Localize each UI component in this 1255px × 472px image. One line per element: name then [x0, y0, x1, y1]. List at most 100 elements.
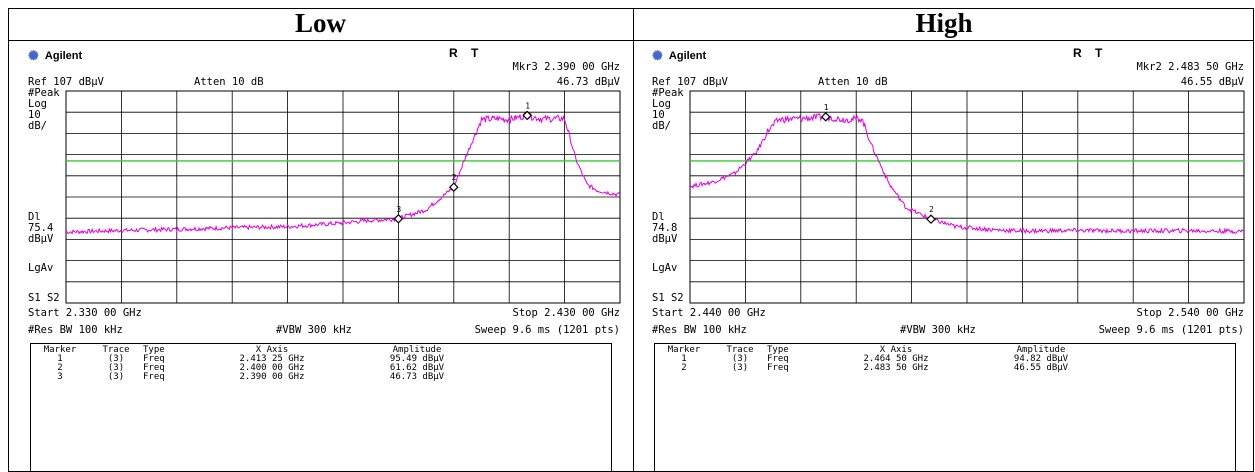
sweep: Sweep 9.6 ms (1201 pts)	[474, 324, 620, 336]
table-cell: 3	[57, 372, 63, 382]
table-cell: (3)	[731, 363, 749, 373]
sweep: Sweep 9.6 ms (1201 pts)	[1098, 324, 1244, 336]
ref-level: Ref 107 dBµV	[28, 76, 104, 88]
column-header: Trace	[726, 345, 754, 355]
table-row: 1 (3) Freq 2.464 50 GHz 94.82 dBµV	[655, 355, 1235, 364]
column-header: Amplitude	[392, 345, 442, 355]
status-rt: R T	[449, 46, 479, 60]
scale-label: 10	[652, 109, 665, 121]
display-line-label: dBµV	[28, 233, 54, 245]
marker-readout-value: 46.55 dBµV	[1180, 76, 1244, 88]
table-row: 2 (3) Freq 2.400 00 GHz 61.62 dBµV	[31, 364, 611, 373]
display-line-label: Dl	[652, 211, 665, 223]
agilent-logo: ✺ Agilent	[652, 48, 706, 64]
res-bw: #Res BW 100 kHz	[652, 324, 747, 336]
table-cell: 2.400 00 GHz	[239, 363, 305, 373]
display-line-label: 74.8	[652, 222, 678, 234]
column-header-low: Low	[294, 8, 346, 38]
table-cell: 2	[681, 363, 687, 373]
vbw: #VBW 300 kHz	[276, 324, 352, 336]
header-divider	[8, 40, 1254, 41]
marker-readout-label: Mkr3 2.390 00 GHz	[512, 61, 620, 73]
marker-2	[448, 182, 459, 193]
table-cell: 95.49 dBµV	[389, 354, 445, 364]
table-cell: Freq	[767, 363, 789, 373]
column-header-high: High	[915, 8, 973, 38]
marker-label: 3	[396, 205, 401, 214]
s1s2-label: S1 S2	[28, 292, 60, 304]
display-line-label: Dl	[28, 211, 41, 223]
marker-3	[393, 213, 404, 224]
table-cell: Freq	[143, 372, 165, 382]
lgav-label: LgAv	[28, 262, 54, 274]
analyzer-panel-high: ✺ Agilent R T Mkr2 2.483 50 GHz 46.55 dBµV Re…	[636, 41, 1254, 472]
table-cell: 1	[681, 354, 687, 364]
table-cell: Freq	[143, 354, 165, 364]
lgav-label: LgAv	[652, 262, 678, 274]
table-row: 1 (3) Freq 2.413 25 GHz 95.49 dBµV	[31, 355, 611, 364]
display-line-label: dBµV	[652, 233, 678, 245]
marker-table-header: Marker Trace Type X Axis Amplitude	[655, 346, 1235, 355]
marker-table: Marker Trace Type X Axis Amplitude 1 (3) Freq 2.…	[30, 343, 612, 472]
column-header: X Axis	[879, 345, 913, 355]
res-bw: #Res BW 100 kHz	[28, 324, 123, 336]
attenuation: Atten 10 dB	[818, 76, 888, 88]
table-cell: 2.413 25 GHz	[239, 354, 305, 364]
column-header: Trace	[102, 345, 130, 355]
table-cell: 46.73 dBµV	[389, 372, 445, 382]
table-cell: Freq	[143, 363, 165, 373]
column-header: Marker	[43, 345, 77, 355]
marker-2	[926, 214, 936, 225]
s1s2-label: S1 S2	[652, 292, 684, 304]
table-cell: (3)	[107, 363, 125, 373]
marker-table: Marker Trace Type X Axis Amplitude 1 (3) Freq 2.…	[654, 343, 1236, 472]
marker-readout-value: 46.73 dBµV	[556, 76, 620, 88]
brand-name: Agilent	[668, 50, 707, 62]
scale-label: dB/	[652, 120, 671, 132]
stop-frequency: Stop 2.430 00 GHz	[512, 307, 620, 319]
display-line-label: 75.4	[28, 222, 54, 234]
analyzer-panel-low: ✺ Agilent R T Mkr3 2.390 00 GHz 46.73 dBµV Re…	[12, 41, 630, 472]
table-cell: 1	[57, 354, 63, 364]
marker-label: 1	[525, 101, 530, 110]
table-cell: 2	[57, 363, 63, 373]
table-row: 2 (3) Freq 2.483 50 GHz 46.55 dBµV	[655, 364, 1235, 373]
table-cell: 61.62 dBµV	[389, 363, 445, 373]
column-header: Amplitude	[1016, 345, 1066, 355]
spectrum-trace	[689, 113, 1245, 235]
table-cell: (3)	[107, 372, 125, 382]
agilent-logo: ✺ Agilent	[28, 48, 82, 64]
start-frequency: Start 2.440 00 GHz	[652, 307, 766, 319]
spectrum-plot: 1 2 3	[65, 90, 621, 304]
table-cell: 2.483 50 GHz	[863, 363, 929, 373]
status-rt: R T	[1073, 46, 1103, 60]
table-row: 3 (3) Freq 2.390 00 GHz 46.73 dBµV	[31, 373, 611, 382]
spectrum-plot: 12	[689, 90, 1245, 304]
starburst-icon: ✺	[28, 48, 39, 63]
column-divider	[633, 8, 634, 472]
scale-label: #Peak	[28, 87, 60, 99]
column-header: Type	[143, 345, 165, 355]
scale-label: dB/	[28, 120, 47, 132]
comparison-table: Low High ✺ Agilent R T Mkr3 2.390 00 GHz 46.…	[8, 0, 1254, 472]
table-cell: 2.464 50 GHz	[863, 354, 929, 364]
marker-table-header: Marker Trace Type X Axis Amplitude	[31, 346, 611, 355]
table-cell: (3)	[107, 354, 125, 364]
marker-label: 2	[929, 205, 934, 214]
column-header: Marker	[667, 345, 701, 355]
table-cell: (3)	[731, 354, 749, 364]
attenuation: Atten 10 dB	[194, 76, 264, 88]
brand-name: Agilent	[44, 50, 83, 62]
marker-1	[522, 110, 533, 121]
table-cell: 94.82 dBµV	[1013, 354, 1069, 364]
plot-grid	[65, 90, 621, 304]
scale-label: 10	[28, 109, 41, 121]
table-cell: 2.390 00 GHz	[239, 372, 305, 382]
marker-1	[820, 111, 831, 122]
stop-frequency: Stop 2.540 00 GHz	[1136, 307, 1244, 319]
marker-label: 2	[452, 173, 457, 182]
scale-label: Log	[652, 98, 671, 110]
marker-readout-label: Mkr2 2.483 50 GHz	[1136, 61, 1244, 73]
ref-level: Ref 107 dBµV	[652, 76, 728, 88]
scale-label: #Peak	[652, 87, 684, 99]
